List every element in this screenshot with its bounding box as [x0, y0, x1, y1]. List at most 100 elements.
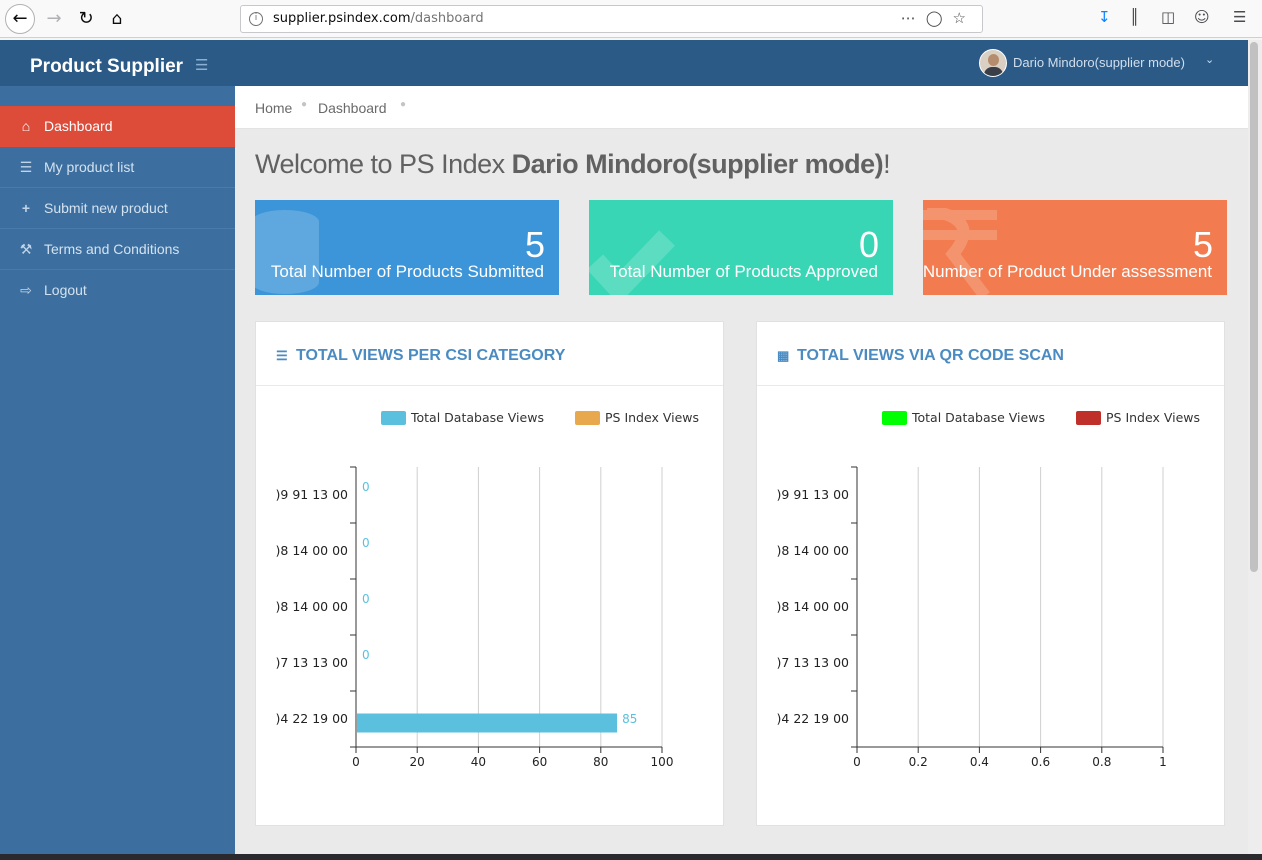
x-tick-label: 0.6 [1031, 755, 1050, 769]
avatar [979, 49, 1007, 77]
bar [357, 713, 618, 733]
y-tick-label: )8 14 00 00 [777, 599, 850, 614]
x-tick-label: 60 [532, 755, 547, 769]
home-icon[interactable]: ⌂ [111, 9, 123, 29]
pocket-icon[interactable]: ◯ [925, 9, 953, 27]
sidebar: Product Supplier ☰ ⌂ Dashboard ☰ My prod… [0, 40, 235, 854]
scrollbar-thumb[interactable] [1250, 42, 1258, 572]
legend-swatch [882, 411, 907, 425]
panel-title: ☰ TOTAL VIEWS PER CSI CATEGORY [256, 322, 723, 386]
x-tick-label: 0.2 [909, 755, 928, 769]
qr-code-icon: ▦ [777, 348, 790, 363]
library-icon[interactable]: ║ [1130, 8, 1140, 26]
list-icon: ☰ [19, 159, 33, 175]
stat-value: 5 [1192, 224, 1213, 265]
y-tick-label: )7 13 13 00 [777, 655, 850, 670]
top-navbar: Dario Mindoro(supplier mode) ⌄ [235, 40, 1248, 86]
sidebar-item-dashboard[interactable]: ⌂ Dashboard [0, 106, 235, 147]
stat-value: 0 [858, 224, 879, 265]
legend-label: Total Database Views [911, 410, 1045, 425]
y-tick-label: )4 22 19 00 [777, 711, 850, 726]
y-tick-label: )9 91 13 00 [276, 487, 349, 502]
stat-card-approved: 0 Total Number of Products Approved [589, 200, 893, 295]
user-menu[interactable]: Dario Mindoro(supplier mode) ⌄ [979, 49, 1218, 80]
y-tick-label: )9 91 13 00 [777, 487, 850, 502]
url-text: supplier.psindex.com/dashboard [273, 11, 484, 26]
sidebar-menu: ⌂ Dashboard ☰ My product list + Submit n… [0, 106, 235, 311]
user-name: Dario Mindoro(supplier mode) [1013, 55, 1185, 70]
sidebar-item-label: Logout [44, 282, 87, 298]
bookmark-star-icon[interactable]: ☆ [952, 9, 976, 27]
breadcrumb-separator: ● [400, 99, 407, 110]
sidebar-item-label: My product list [44, 159, 135, 175]
legend-label: PS Index Views [1106, 410, 1200, 425]
chart-csi-category: Total Database Views PS Index Views 0 20 40 6… [276, 410, 699, 769]
data-label: 0 [362, 648, 370, 662]
data-label: 0 [362, 480, 370, 494]
home-icon: ⌂ [21, 118, 31, 134]
stat-label: Number of Product Under assessment [923, 262, 1212, 281]
breadcrumb-dashboard[interactable]: Dashboard [318, 100, 387, 116]
panel-csi-category: ☰ TOTAL VIEWS PER CSI CATEGORY Total Data… [255, 321, 724, 826]
browser-toolbar: ← → ↻ ⌂ i supplier.psindex.com/dashboard… [0, 0, 1262, 38]
sidebar-item-logout[interactable]: ⇨ Logout [0, 270, 235, 311]
sidebar-toggle-icon[interactable]: ☰ [195, 56, 209, 74]
info-icon[interactable]: i [249, 12, 263, 26]
main-content: Welcome to PS Index Dario Mindoro(suppli… [235, 129, 1248, 854]
chart-qr-code-scan: Total Database Views PS Index Views 0 0.2 0.… [777, 410, 1200, 769]
sidebar-item-label: Dashboard [44, 118, 113, 134]
stat-value: 5 [524, 224, 545, 265]
menu-icon[interactable]: ☰ [1233, 8, 1247, 26]
forward-arrow-icon[interactable]: → [46, 8, 62, 29]
legend-swatch [381, 411, 406, 425]
breadcrumb-home[interactable]: Home [255, 100, 293, 116]
legend-label: PS Index Views [605, 410, 699, 425]
x-tick-label: 20 [410, 755, 425, 769]
check-icon [589, 230, 675, 295]
stat-label: Total Number of Products Approved [609, 262, 878, 281]
legend-swatch [1076, 411, 1101, 425]
breadcrumb-separator: ● [301, 99, 308, 110]
rupee-icon [923, 208, 997, 295]
account-icon[interactable]: ☺ [1194, 8, 1210, 26]
sidebar-icon[interactable]: ◫ [1161, 8, 1176, 26]
x-tick-label: 1 [1159, 755, 1167, 769]
logout-icon: ⇨ [20, 282, 32, 298]
plus-icon: + [21, 200, 31, 216]
legend-swatch [575, 411, 600, 425]
y-tick-label: )8 14 00 00 [276, 543, 349, 558]
download-icon[interactable]: ↧ [1098, 8, 1111, 26]
y-tick-label: )7 13 13 00 [276, 655, 349, 670]
stat-card-under-assessment: 5 Number of Product Under assessment [923, 200, 1227, 295]
legend-label: Total Database Views [410, 410, 544, 425]
x-tick-label: 0.4 [970, 755, 989, 769]
x-tick-label: 0 [853, 755, 861, 769]
reload-icon[interactable]: ↻ [78, 8, 94, 29]
panel-title: ▦ TOTAL VIEWS VIA QR CODE SCAN [757, 322, 1224, 386]
x-tick-label: 40 [471, 755, 486, 769]
breadcrumb: Home ● Dashboard ● [235, 86, 1248, 129]
bottom-strip [0, 854, 1262, 860]
sidebar-item-label: Terms and Conditions [44, 241, 180, 257]
x-tick-label: 100 [651, 755, 674, 769]
data-label: 0 [362, 592, 370, 606]
sidebar-item-label: Submit new product [44, 200, 168, 216]
x-tick-label: 0.8 [1092, 755, 1111, 769]
x-tick-label: 80 [593, 755, 608, 769]
database-icon [255, 210, 319, 294]
sidebar-item-my-product-list[interactable]: ☰ My product list [0, 147, 235, 188]
chevron-down-icon: ⌄ [1205, 54, 1215, 66]
brand-title[interactable]: Product Supplier [0, 40, 235, 86]
y-tick-label: )8 14 00 00 [276, 599, 349, 614]
back-arrow-icon[interactable]: ← [5, 4, 35, 34]
stat-card-submitted: 5 Total Number of Products Submitted [255, 200, 559, 295]
page-title: Welcome to PS Index Dario Mindoro(suppli… [255, 149, 891, 179]
data-label: 0 [362, 536, 370, 550]
stat-label: Total Number of Products Submitted [270, 262, 544, 281]
sidebar-item-terms[interactable]: ⚒ Terms and Conditions [0, 229, 235, 270]
panel-qr-code-scan: ▦ TOTAL VIEWS VIA QR CODE SCAN Total Data… [756, 321, 1225, 826]
layers-icon: ☰ [276, 348, 288, 363]
url-bar[interactable]: i supplier.psindex.com/dashboard ⋯◯☆ [240, 5, 983, 33]
sidebar-item-submit-new-product[interactable]: + Submit new product [0, 188, 235, 229]
more-actions-icon[interactable]: ⋯ [900, 9, 926, 27]
